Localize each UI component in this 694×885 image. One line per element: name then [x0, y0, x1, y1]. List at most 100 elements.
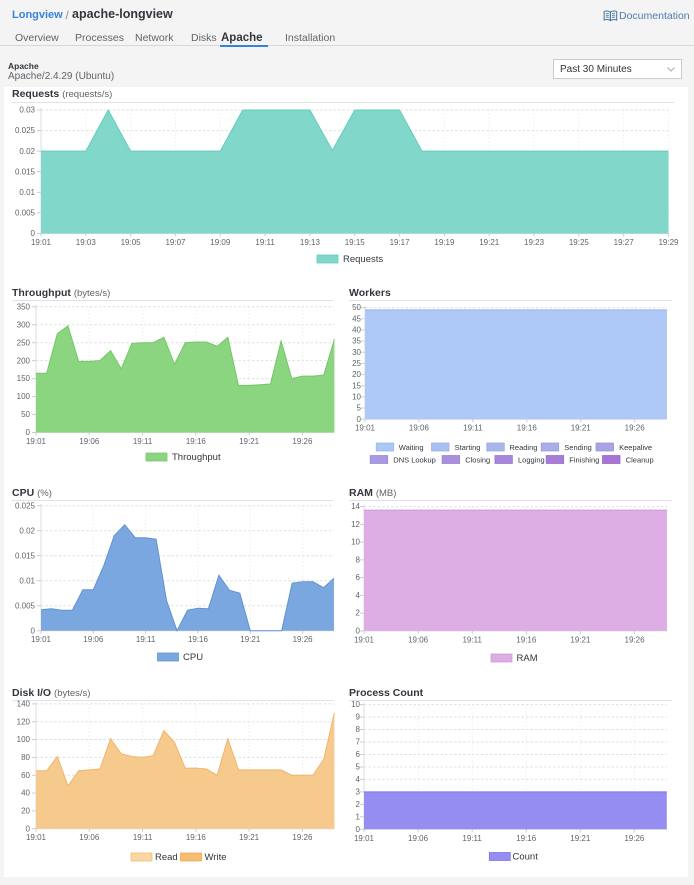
svg-text:Logging: Logging	[518, 456, 545, 465]
svg-text:Cleanup: Cleanup	[626, 456, 654, 465]
svg-text:45: 45	[352, 314, 361, 323]
svg-text:9: 9	[356, 713, 361, 722]
svg-text:50: 50	[352, 303, 361, 312]
svg-text:35: 35	[352, 337, 361, 346]
svg-text:0.03: 0.03	[19, 106, 35, 115]
svg-text:0: 0	[31, 626, 36, 635]
svg-text:19:17: 19:17	[390, 238, 411, 247]
svg-text:CPU: CPU	[183, 652, 203, 663]
svg-text:0: 0	[31, 229, 36, 238]
svg-text:6: 6	[356, 750, 361, 759]
svg-text:19:06: 19:06	[79, 833, 100, 842]
svg-text:30: 30	[352, 348, 361, 357]
svg-text:19:21: 19:21	[570, 834, 591, 843]
svg-text:19:01: 19:01	[355, 424, 376, 433]
svg-text:19:11: 19:11	[133, 833, 153, 842]
svg-text:15: 15	[352, 381, 361, 390]
svg-text:19:26: 19:26	[625, 635, 646, 644]
svg-text:0.025: 0.025	[15, 126, 36, 135]
svg-text:0.015: 0.015	[15, 551, 36, 560]
svg-text:2: 2	[356, 800, 361, 809]
svg-text:50: 50	[21, 410, 30, 419]
svg-text:0.025: 0.025	[15, 501, 36, 510]
svg-text:5: 5	[356, 763, 361, 772]
svg-text:19:26: 19:26	[292, 833, 313, 842]
svg-text:19:06: 19:06	[409, 424, 430, 433]
svg-text:19:16: 19:16	[188, 635, 209, 644]
svg-text:19:03: 19:03	[76, 238, 97, 247]
svg-text:19:11: 19:11	[133, 437, 153, 446]
svg-text:19:11: 19:11	[462, 834, 482, 843]
svg-text:300: 300	[17, 320, 31, 329]
svg-text:19:21: 19:21	[479, 238, 500, 247]
svg-text:Count: Count	[513, 852, 539, 863]
svg-text:19:16: 19:16	[516, 834, 537, 843]
svg-text:19:01: 19:01	[31, 238, 52, 247]
svg-text:40: 40	[21, 789, 30, 798]
svg-text:19:11: 19:11	[255, 238, 275, 247]
svg-text:19:16: 19:16	[186, 437, 207, 446]
svg-text:8: 8	[356, 725, 361, 734]
svg-text:0.01: 0.01	[19, 188, 35, 197]
svg-text:20: 20	[21, 806, 30, 815]
svg-text:19:01: 19:01	[26, 833, 47, 842]
svg-text:350: 350	[17, 302, 31, 311]
svg-text:19:19: 19:19	[434, 238, 455, 247]
svg-text:60: 60	[21, 771, 30, 780]
svg-text:4: 4	[356, 775, 361, 784]
svg-text:150: 150	[17, 374, 31, 383]
svg-text:Closing: Closing	[465, 456, 490, 465]
svg-text:4: 4	[356, 591, 361, 600]
svg-text:19:11: 19:11	[463, 424, 483, 433]
svg-text:1: 1	[356, 812, 361, 821]
svg-text:0.02: 0.02	[19, 147, 35, 156]
svg-text:19:21: 19:21	[571, 424, 592, 433]
svg-text:Requests: Requests	[343, 254, 383, 265]
svg-text:3: 3	[356, 787, 361, 796]
svg-text:10: 10	[351, 700, 360, 709]
svg-text:DNS Lookup: DNS Lookup	[393, 456, 436, 465]
svg-text:19:16: 19:16	[186, 833, 207, 842]
svg-text:8: 8	[356, 555, 361, 564]
svg-text:0: 0	[356, 627, 361, 636]
svg-text:Sending: Sending	[564, 443, 592, 452]
svg-text:2: 2	[356, 609, 361, 618]
svg-text:20: 20	[352, 370, 361, 379]
svg-text:200: 200	[17, 356, 31, 365]
svg-text:19:16: 19:16	[516, 635, 537, 644]
svg-text:0: 0	[26, 824, 31, 833]
svg-text:80: 80	[21, 753, 30, 762]
svg-text:7: 7	[356, 738, 361, 747]
svg-text:Read: Read	[155, 852, 178, 863]
svg-text:19:06: 19:06	[408, 834, 429, 843]
svg-text:19:21: 19:21	[239, 437, 260, 446]
svg-text:Starting: Starting	[455, 443, 481, 452]
svg-text:19:25: 19:25	[569, 238, 590, 247]
svg-text:Keepalive: Keepalive	[619, 443, 652, 452]
svg-text:Finishing: Finishing	[569, 456, 599, 465]
svg-text:RAM: RAM	[517, 653, 538, 664]
svg-text:19:23: 19:23	[524, 238, 545, 247]
svg-text:19:21: 19:21	[570, 635, 591, 644]
svg-text:Write: Write	[205, 852, 227, 863]
svg-text:19:21: 19:21	[240, 635, 261, 644]
svg-text:19:27: 19:27	[614, 238, 635, 247]
svg-text:0.015: 0.015	[15, 167, 36, 176]
svg-text:250: 250	[17, 338, 31, 347]
svg-text:19:21: 19:21	[239, 833, 260, 842]
svg-text:19:01: 19:01	[354, 834, 375, 843]
svg-text:19:01: 19:01	[31, 635, 52, 644]
svg-text:Waiting: Waiting	[399, 443, 424, 452]
svg-text:19:13: 19:13	[300, 238, 321, 247]
svg-text:19:01: 19:01	[354, 635, 375, 644]
svg-text:5: 5	[357, 404, 362, 413]
svg-text:19:29: 19:29	[658, 238, 679, 247]
svg-text:25: 25	[352, 359, 361, 368]
svg-text:0.005: 0.005	[15, 601, 36, 610]
svg-text:0.01: 0.01	[19, 576, 35, 585]
svg-text:19:11: 19:11	[136, 635, 156, 644]
svg-text:19:26: 19:26	[624, 834, 645, 843]
svg-text:19:07: 19:07	[165, 238, 186, 247]
svg-text:100: 100	[17, 735, 31, 744]
svg-text:19:26: 19:26	[625, 424, 646, 433]
